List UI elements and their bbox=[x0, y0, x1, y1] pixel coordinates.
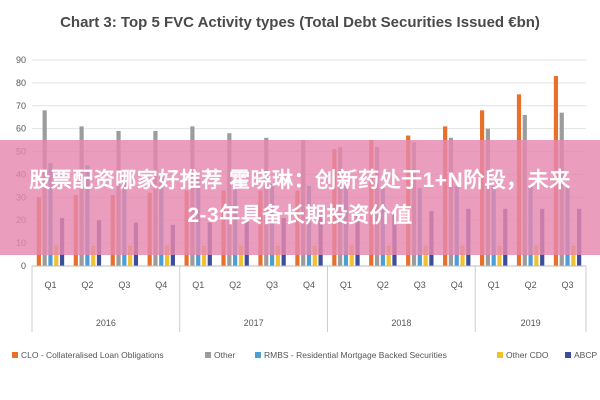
bar bbox=[571, 245, 576, 266]
overlay-banner[interactable]: 股票配资哪家好推荐 霍晓琳：创新药处于1+N阶段，未来2-3年具备长期投资价值 bbox=[0, 140, 600, 255]
bar bbox=[201, 245, 207, 266]
legend-label: CLO - Collateralised Loan Obligations bbox=[21, 350, 164, 360]
x-group-label: 2017 bbox=[244, 318, 264, 328]
legend-label: RMBS - Residential Mortgage Backed Secur… bbox=[264, 350, 447, 360]
bar bbox=[349, 245, 354, 266]
x-tick-label: Q3 bbox=[118, 280, 130, 290]
x-tick-label: Q1 bbox=[192, 280, 204, 290]
bar bbox=[91, 245, 96, 266]
legend-swatch bbox=[12, 352, 18, 358]
bar bbox=[54, 245, 59, 266]
x-tick-label: Q3 bbox=[562, 280, 574, 290]
x-group-label: 2019 bbox=[521, 318, 541, 328]
legend-label: Other CDO bbox=[506, 350, 549, 360]
bar bbox=[423, 245, 428, 266]
x-group-label: 2018 bbox=[391, 318, 411, 328]
x-tick-label: Q4 bbox=[451, 280, 463, 290]
bar bbox=[460, 245, 465, 266]
x-tick-label: Q1 bbox=[340, 280, 352, 290]
x-tick-label: Q1 bbox=[44, 280, 56, 290]
legend-swatch bbox=[255, 352, 261, 358]
legend-swatch bbox=[497, 352, 503, 358]
y-tick-label: 60 bbox=[16, 124, 26, 134]
x-tick-label: Q2 bbox=[525, 280, 537, 290]
y-tick-label: 0 bbox=[21, 261, 26, 271]
legend-label: Other bbox=[214, 350, 235, 360]
legend-swatch bbox=[565, 352, 571, 358]
bar bbox=[312, 245, 317, 266]
x-tick-label: Q4 bbox=[155, 280, 167, 290]
y-tick-label: 90 bbox=[16, 55, 26, 65]
chart-title: Chart 3: Top 5 FVC Activity types (Total… bbox=[60, 14, 540, 31]
x-tick-label: Q2 bbox=[377, 280, 389, 290]
bar bbox=[275, 245, 280, 266]
bar bbox=[238, 245, 244, 266]
bar bbox=[497, 245, 502, 266]
x-group-label: 2016 bbox=[96, 318, 116, 328]
bar bbox=[128, 245, 133, 266]
x-tick-label: Q3 bbox=[414, 280, 426, 290]
legend-label: ABCP bbox=[574, 350, 597, 360]
bar bbox=[534, 245, 539, 266]
y-tick-label: 80 bbox=[16, 78, 26, 88]
x-tick-label: Q1 bbox=[488, 280, 500, 290]
bar bbox=[164, 245, 170, 266]
x-tick-label: Q3 bbox=[266, 280, 278, 290]
y-tick-label: 70 bbox=[16, 101, 26, 111]
x-tick-label: Q2 bbox=[81, 280, 93, 290]
x-tick-label: Q2 bbox=[229, 280, 241, 290]
bar bbox=[386, 245, 391, 266]
overlay-banner-text: 股票配资哪家好推荐 霍晓琳：创新药处于1+N阶段，未来2-3年具备长期投资价值 bbox=[29, 168, 571, 227]
x-tick-label: Q4 bbox=[303, 280, 315, 290]
legend-swatch bbox=[205, 352, 211, 358]
